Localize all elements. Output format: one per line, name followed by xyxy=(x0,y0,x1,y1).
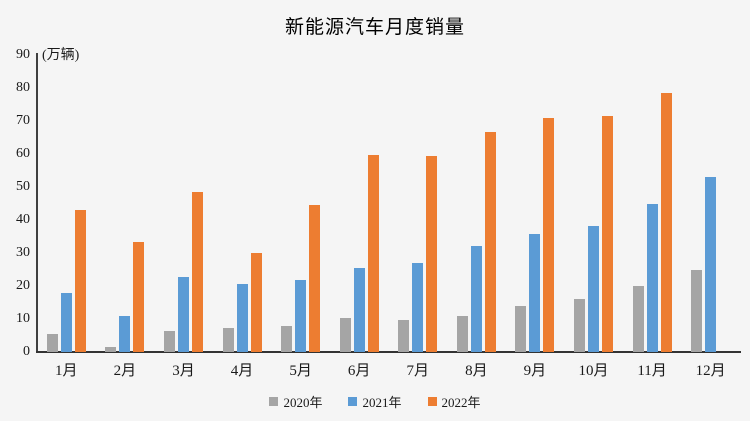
bar-2020年-11月 xyxy=(632,286,644,352)
y-tick-label: 20 xyxy=(16,278,30,293)
month-slot xyxy=(96,55,155,352)
y-tick-label: 60 xyxy=(16,146,30,161)
month-group xyxy=(339,55,379,352)
month-group xyxy=(573,55,613,352)
bar-2022年-9月 xyxy=(543,118,555,352)
bar-2021年-7月 xyxy=(412,262,424,352)
x-axis-line xyxy=(36,351,741,353)
month-group xyxy=(46,55,86,352)
month-slot xyxy=(388,55,447,352)
y-tick-label: 30 xyxy=(16,245,30,260)
month-slot xyxy=(154,55,213,352)
bar-2020年-9月 xyxy=(515,306,527,352)
bar-2021年-3月 xyxy=(177,277,189,352)
month-slot xyxy=(623,55,682,352)
y-axis-unit-label: (万辆) xyxy=(42,48,80,63)
bar-2022年-6月 xyxy=(367,155,379,352)
bar-2020年-8月 xyxy=(456,316,468,352)
bar-2020年-7月 xyxy=(398,320,410,352)
bar-2022年-8月 xyxy=(484,132,496,352)
x-axis-tick-labels: 1月 2月 3月 4月 5月 6月 7月 8月 9月 10月 11月 12月 xyxy=(37,359,740,380)
bar-2022年-5月 xyxy=(309,204,321,352)
bar-2020年-2月 xyxy=(105,346,117,352)
y-tick-label: 10 xyxy=(16,311,30,326)
y-tick-label: 0 xyxy=(23,344,30,359)
x-tick-label: 8月 xyxy=(465,363,488,379)
bar-2021年-12月 xyxy=(705,176,717,352)
month-group xyxy=(691,55,730,352)
y-tick-label: 70 xyxy=(16,113,30,128)
legend-item-2022年: 2022年 xyxy=(427,392,481,411)
y-tick-label: 40 xyxy=(16,212,30,227)
y-axis-line xyxy=(36,53,38,352)
bar-2020年-6月 xyxy=(339,318,351,352)
bar-2021年-10月 xyxy=(587,225,599,352)
bar-2020年-5月 xyxy=(281,325,293,352)
month-group xyxy=(281,55,321,352)
legend-item-2020年: 2020年 xyxy=(269,392,322,411)
bar-2022年-7月 xyxy=(426,156,438,352)
month-slot xyxy=(564,55,623,352)
bar-2021年-5月 xyxy=(295,280,307,352)
bar-2021年-1月 xyxy=(60,292,72,352)
plot-area xyxy=(37,55,740,352)
bar-2020年-12月 xyxy=(691,270,703,352)
month-slot xyxy=(330,55,389,352)
month-slot xyxy=(506,55,565,352)
x-tick-label: 4月 xyxy=(230,363,254,379)
bar-2021年-9月 xyxy=(529,234,541,352)
bar-2022年-1月 xyxy=(74,209,86,352)
y-tick-label: 90 xyxy=(16,47,30,62)
bar-2022年-4月 xyxy=(250,253,262,352)
y-tick-label: 50 xyxy=(16,179,30,194)
month-group xyxy=(222,55,262,352)
legend-label: 2022年 xyxy=(441,395,481,410)
bar-2021年-2月 xyxy=(119,316,131,352)
bar-2021年-6月 xyxy=(353,267,365,352)
month-group xyxy=(515,55,555,352)
bar-2022年-11月 xyxy=(660,92,672,352)
legend-label: 2021年 xyxy=(362,395,402,410)
x-tick-label: 12月 xyxy=(695,363,726,379)
x-tick-label: 3月 xyxy=(172,363,195,379)
chart-title: 新能源汽车月度销量 xyxy=(284,17,465,38)
legend: 2020年 2021年 2022年 xyxy=(0,392,750,411)
bar-2021年-11月 xyxy=(646,203,658,352)
bar-2021年-4月 xyxy=(236,284,248,352)
legend-item-2021年: 2021年 xyxy=(348,392,402,411)
x-tick-label: 5月 xyxy=(289,363,312,379)
x-tick-label: 11月 xyxy=(637,363,667,379)
x-tick-label: 2月 xyxy=(113,363,137,379)
x-tick-label: 9月 xyxy=(523,363,547,379)
x-tick-label: 6月 xyxy=(347,363,371,379)
legend-label: 2020年 xyxy=(283,395,323,410)
legend-swatch-icon xyxy=(348,397,358,406)
month-slot xyxy=(681,55,740,352)
month-group xyxy=(105,55,145,352)
bar-2020年-10月 xyxy=(573,299,585,352)
y-tick-label: 80 xyxy=(16,80,30,95)
month-slot xyxy=(213,55,272,352)
legend-swatch-icon xyxy=(427,397,437,406)
bar-2020年-4月 xyxy=(222,327,234,352)
month-slot xyxy=(447,55,506,352)
bar-2022年-3月 xyxy=(191,192,203,352)
month-slot xyxy=(37,55,96,352)
month-group xyxy=(456,55,496,352)
bar-2020年-1月 xyxy=(46,334,58,352)
legend-swatch-icon xyxy=(269,397,279,406)
bar-2020年-3月 xyxy=(163,330,175,352)
bar-2021年-8月 xyxy=(470,246,482,352)
bar-2022年-2月 xyxy=(133,241,145,352)
month-slot xyxy=(271,55,330,352)
bar-2022年-10月 xyxy=(601,116,613,352)
month-group xyxy=(632,55,672,352)
x-tick-label: 10月 xyxy=(578,363,609,379)
month-group xyxy=(163,55,203,352)
x-tick-label: 7月 xyxy=(406,363,430,379)
x-tick-label: 1月 xyxy=(55,363,78,379)
month-group xyxy=(398,55,438,352)
